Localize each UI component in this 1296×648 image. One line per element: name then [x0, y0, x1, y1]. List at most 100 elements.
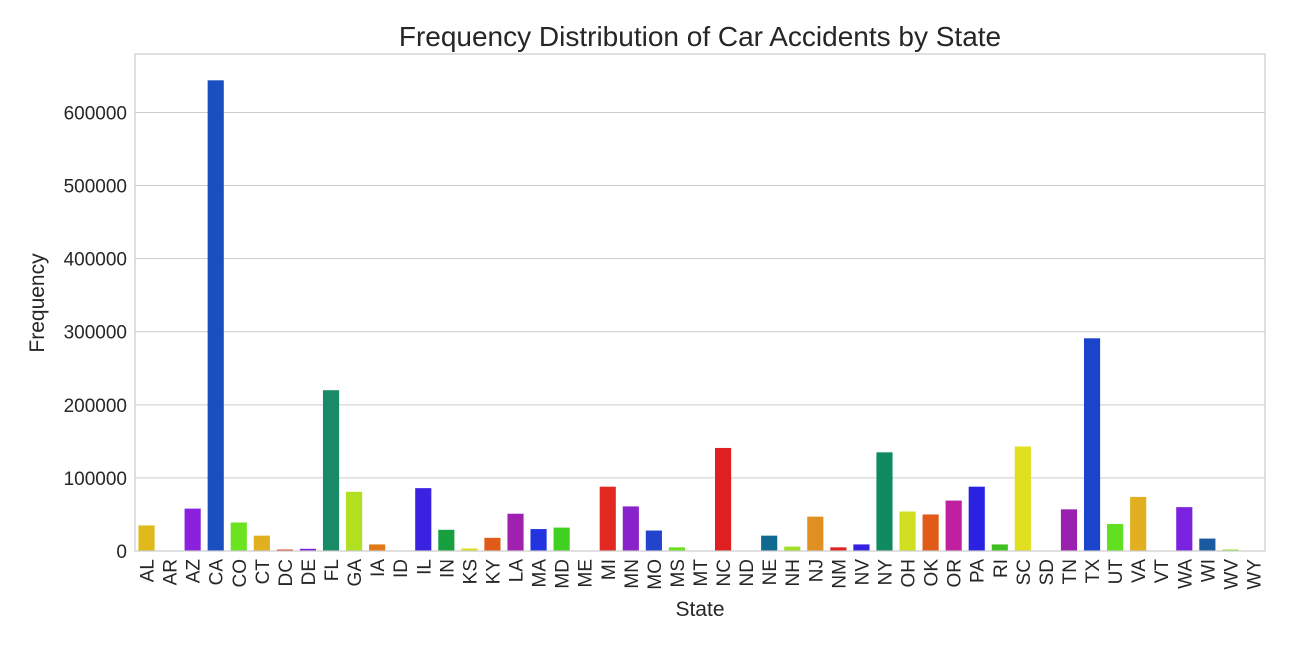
y-tick-label: 300000 — [64, 323, 127, 344]
x-tick-label-sd: SD — [1037, 559, 1058, 585]
bar-mi — [599, 486, 616, 551]
x-tick-label-nh: NH — [783, 559, 804, 586]
x-tick-label-nj: NJ — [806, 559, 827, 582]
bar-il — [415, 488, 432, 551]
bar-or — [945, 500, 962, 551]
x-tick-label-wa: WA — [1175, 559, 1196, 589]
x-tick-label-az: AZ — [184, 559, 205, 584]
x-tick-label-ga: GA — [345, 559, 366, 587]
x-tick-label-ms: MS — [668, 559, 689, 588]
bar-ny — [876, 452, 893, 551]
x-tick-label-fl: FL — [322, 559, 343, 581]
x-tick-label-wy: WY — [1244, 559, 1265, 590]
x-tick-label-wv: WV — [1221, 559, 1242, 590]
bar-sc — [1014, 446, 1031, 551]
x-tick-label-dc: DC — [276, 559, 297, 586]
bar-nv — [853, 544, 870, 551]
x-tick-label-nc: NC — [714, 559, 735, 586]
x-tick-label-pa: PA — [968, 559, 989, 583]
bar-al — [138, 525, 155, 551]
x-tick-labels: AL AR AZ CA CO CT DC DE FL GA IA ID IL IN KS KY LA MA MD ME… — [138, 559, 1266, 590]
y-tick-label: 600000 — [64, 103, 127, 124]
x-tick-label-ca: CA — [207, 559, 228, 586]
bar-ct — [253, 535, 270, 551]
x-tick-label-de: DE — [299, 559, 320, 585]
x-tick-label-ma: MA — [530, 559, 551, 588]
bar-ne — [761, 535, 778, 551]
x-tick-label-nd: ND — [737, 559, 758, 586]
bar-ok — [922, 514, 939, 551]
bar-az — [184, 508, 201, 551]
x-tick-label-ny: NY — [875, 559, 896, 586]
x-tick-label-ar: AR — [161, 559, 182, 585]
x-tick-label-tn: TN — [1060, 559, 1081, 584]
y-tick-label: 500000 — [64, 177, 127, 198]
y-tick-label: 0 — [116, 542, 127, 563]
x-tick-label-ut: UT — [1106, 559, 1127, 585]
bar-ut — [1107, 523, 1124, 551]
bar-ga — [346, 491, 363, 551]
bar-pa — [968, 486, 985, 551]
x-tick-label-mt: MT — [691, 559, 712, 587]
x-tick-label-al: AL — [138, 559, 159, 582]
x-tick-label-la: LA — [507, 559, 528, 583]
bar-dc — [276, 549, 293, 551]
x-tick-label-mn: MN — [622, 559, 643, 589]
bar-ca — [207, 80, 224, 551]
bar-la — [507, 513, 524, 551]
x-tick-label-nm: NM — [829, 559, 850, 589]
x-tick-label-mi: MI — [599, 559, 620, 580]
bar-mn — [622, 506, 639, 551]
bar-nc — [714, 447, 732, 551]
x-tick-label-ks: KS — [460, 559, 481, 584]
x-tick-label-ok: OK — [922, 559, 943, 587]
x-tick-label-sc: SC — [1014, 559, 1035, 585]
bar-ri — [991, 544, 1008, 551]
bars — [138, 80, 1262, 551]
x-tick-label-wi: WI — [1198, 559, 1219, 582]
x-tick-label-or: OR — [945, 559, 966, 588]
x-tick-label-in: IN — [437, 559, 458, 578]
x-tick-label-va: VA — [1129, 559, 1150, 583]
bar-ia — [369, 544, 386, 551]
bar-mo — [645, 530, 662, 551]
x-tick-label-tx: TX — [1083, 559, 1104, 584]
x-axis-label: State — [675, 598, 724, 621]
x-tick-label-id: ID — [391, 559, 412, 578]
bar-tn — [1060, 509, 1078, 551]
bar-oh — [899, 511, 916, 551]
bar-nh — [784, 546, 801, 551]
x-tick-label-ky: KY — [483, 559, 504, 585]
bar-co — [230, 522, 247, 551]
x-tick-label-nv: NV — [852, 559, 873, 586]
bar-ky — [484, 537, 501, 551]
x-tick-label-oh: OH — [899, 559, 920, 588]
bar-fl — [322, 390, 340, 551]
bar-in — [438, 529, 455, 551]
x-tick-label-vt: VT — [1152, 559, 1173, 584]
bar-de — [299, 548, 317, 551]
bar-wi — [1199, 538, 1216, 551]
x-tick-label-ri: RI — [991, 559, 1012, 578]
bar-ms — [668, 547, 686, 551]
plot-frame — [134, 53, 1266, 552]
bar-nj — [807, 516, 824, 551]
bar-nm — [830, 547, 847, 551]
x-tick-label-ne: NE — [760, 559, 781, 585]
x-tick-label-me: ME — [576, 559, 597, 588]
y-tick-label: 400000 — [64, 250, 127, 271]
y-tick-labels: 0 100000 200000 300000 400000 500000 600000 — [64, 103, 127, 563]
chart-title: Frequency Distribution of Car Accidents … — [399, 21, 1001, 52]
y-tick-label: 200000 — [64, 396, 127, 417]
bar-tx — [1083, 338, 1101, 551]
bar-wa — [1176, 507, 1193, 551]
bar-wv — [1222, 549, 1239, 551]
x-tick-label-mo: MO — [645, 559, 666, 590]
x-tick-label-ia: IA — [368, 559, 389, 577]
x-tick-label-ct: CT — [253, 559, 274, 585]
y-tick-label: 100000 — [64, 469, 127, 490]
bar-ks — [461, 548, 478, 551]
bar-va — [1130, 496, 1147, 551]
bar-md — [553, 527, 570, 551]
